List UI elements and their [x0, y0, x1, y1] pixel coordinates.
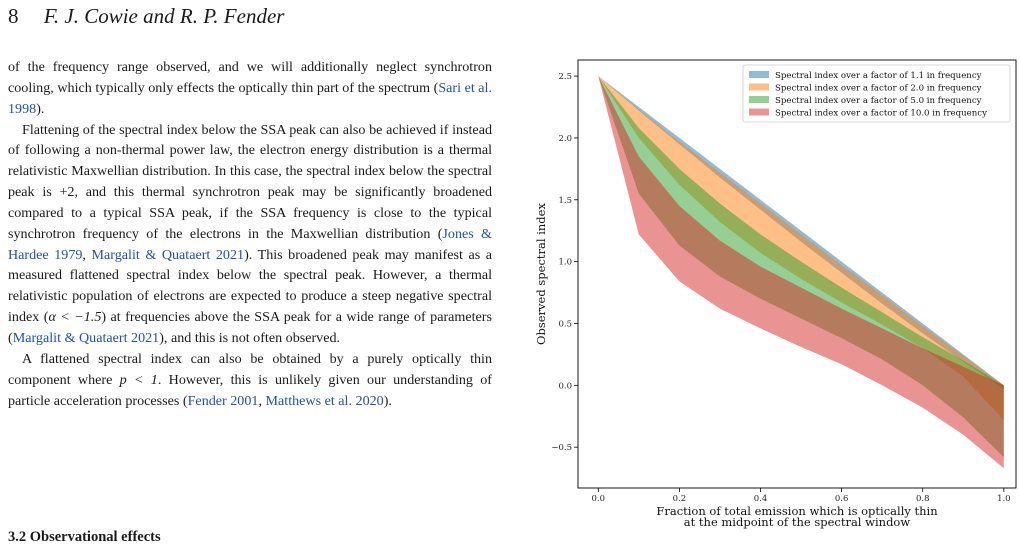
paragraph-text: ).	[36, 100, 45, 117]
x-tick-label: 0.0	[592, 494, 606, 504]
citation-link[interactable]: Fender 2001	[187, 392, 259, 409]
legend-label: Spectral index over a factor of 1.1 in f…	[775, 71, 982, 81]
citation-link[interactable]: Matthews et al. 2020	[265, 392, 384, 409]
x-axis-label: Fraction of total emission which is opti…	[656, 504, 938, 518]
legend-swatch	[749, 71, 769, 78]
paragraph-text: ). This broadened peak may manifest as a…	[8, 246, 492, 326]
x-tick-label: 0.6	[835, 494, 849, 504]
legend-swatch	[749, 108, 769, 116]
page-header: 8 F. J. Cowie and R. P. Fender	[8, 4, 284, 29]
x-tick-label: 0.8	[916, 494, 930, 504]
citation-link[interactable]: Margalit & Quataert 2021	[91, 246, 245, 263]
y-tick-label: 2.5	[558, 72, 572, 82]
citation-link[interactable]: Sari et al. 1998	[8, 79, 492, 117]
y-tick-label: 1.0	[558, 258, 572, 268]
legend-label: Spectral index over a factor of 5.0 in f…	[775, 96, 982, 106]
running-title-authors: F. J. Cowie and R. P. Fender	[43, 4, 285, 28]
x-tick-label: 0.4	[754, 494, 768, 504]
y-axis-label: Observed spectral index	[534, 203, 548, 345]
legend-box	[742, 64, 1011, 123]
spectral-index-chart: 0.0 0.2 0.4 0.6 0.8 1.0 −0.5 0.0 0.5 1.0 1.5 2.0 2.5…	[534, 59, 1017, 529]
paragraph-text: ,	[82, 246, 92, 263]
y-tick-label: 0.0	[558, 381, 572, 391]
inline-math: p < 1	[119, 371, 158, 388]
y-tick-label: 0.5	[558, 319, 572, 329]
chart-legend: Spectral index over a factor of 1.1 in f…	[742, 64, 1011, 123]
paragraph: A flattened spectral index can also be o…	[8, 349, 492, 412]
citation-link[interactable]: Jones & Hardee 1979	[8, 225, 492, 263]
paragraph-text: ,	[258, 392, 266, 409]
paragraph-text: of the frequency range observed, and we …	[8, 59, 492, 96]
plot-frame	[577, 59, 1017, 489]
paragraph-text: ), and this is not often observed.	[159, 329, 341, 346]
y-tick-label: 1.5	[558, 196, 572, 206]
band-series-4	[598, 76, 1004, 469]
legend-label: Spectral index over a factor of 2.0 in f…	[775, 84, 982, 94]
legend-swatch	[749, 96, 769, 103]
page-number: 8	[8, 4, 19, 28]
body-text-column: of the frequency range observed, and we …	[8, 57, 492, 411]
paragraph-text: . However, this is unlikely given our un…	[8, 371, 493, 409]
legend-swatch	[749, 83, 769, 91]
x-axis-label: at the midpoint of the spectral window	[684, 515, 911, 529]
x-tick-label: 1.0	[997, 494, 1011, 504]
y-tick-label: 2.0	[558, 134, 572, 144]
paragraph-text: ).	[383, 392, 392, 409]
y-tick-label: −0.5	[551, 443, 572, 453]
paragraph-text: A flattened spectral index can also be o…	[8, 350, 492, 388]
section-heading: 3.2 Observational effects	[8, 529, 161, 545]
paragraph: of the frequency range observed, and we …	[8, 57, 492, 120]
paragraph: Flattening of the spectral index below t…	[8, 120, 492, 349]
inline-math: α < −1.5	[48, 309, 102, 326]
figure-spectral-index: 0.0 0.2 0.4 0.6 0.8 1.0 −0.5 0.0 0.5 1.0 1.5 2.0 2.5…	[530, 52, 1020, 552]
citation-link[interactable]: Margalit & Quataert 2021	[12, 329, 160, 346]
legend-label: Spectral index over a factor of 10.0 in …	[775, 109, 987, 119]
paragraph-text: ) at frequencies above the SSA peak for …	[8, 309, 492, 346]
x-tick-label: 0.2	[673, 494, 687, 504]
paragraph-text: Flattening of the spectral index below t…	[8, 121, 492, 242]
